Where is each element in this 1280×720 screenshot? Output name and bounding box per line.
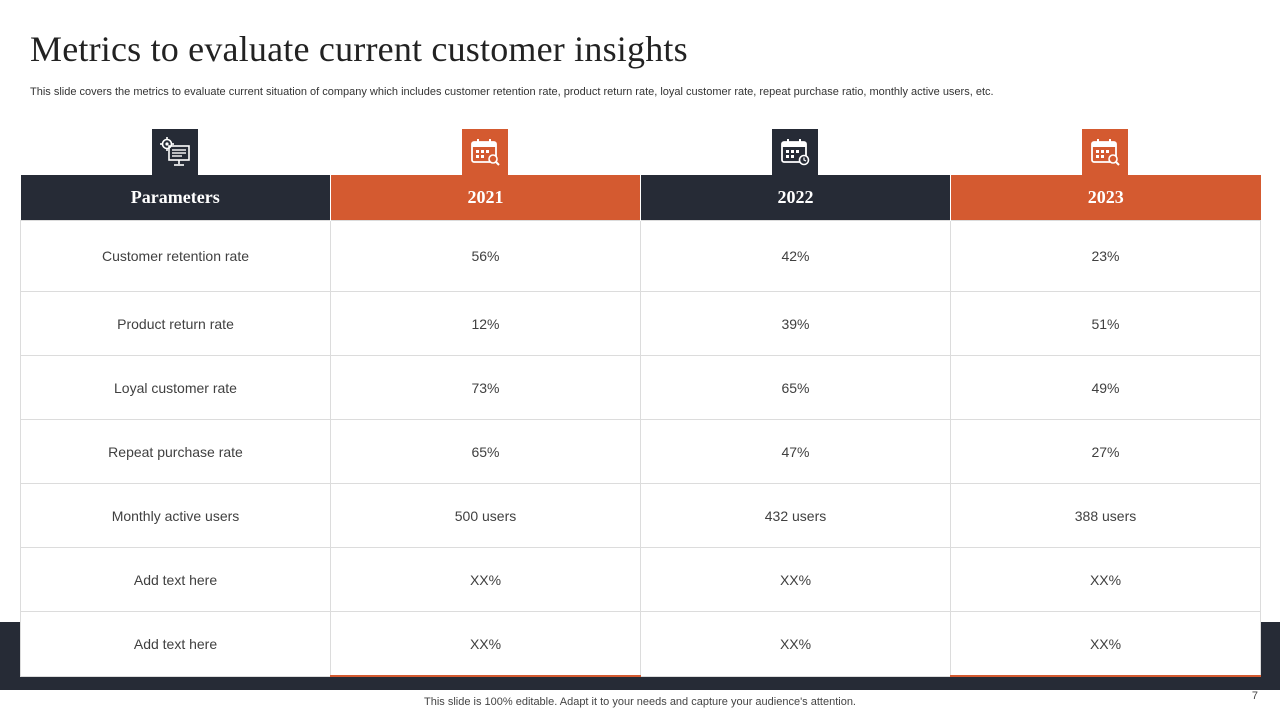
value-cell-2022: XX%: [640, 611, 951, 677]
value-cell-2023: 23%: [950, 220, 1261, 292]
value-cell-2023: XX%: [950, 611, 1261, 677]
value-cell-2022: 432 users: [640, 483, 951, 548]
parameter-cell: Repeat purchase rate: [20, 419, 331, 484]
value-cell-2023: 27%: [950, 419, 1261, 484]
value-cell-2022: 42%: [640, 220, 951, 292]
value-cell-2021: 56%: [330, 220, 641, 292]
page-title: Metrics to evaluate current customer ins…: [30, 29, 688, 69]
calendar-search-icon: [1082, 129, 1128, 175]
page-subtitle: This slide covers the metrics to evaluat…: [30, 86, 994, 98]
value-cell-2023: XX%: [950, 547, 1261, 612]
value-cell-2022: 39%: [640, 291, 951, 356]
table-row: Repeat purchase rate 65% 47% 27%: [20, 419, 1261, 484]
value-cell-2021: 500 users: [330, 483, 641, 548]
header-parameters: Parameters: [20, 175, 331, 221]
monitor-settings-icon: [152, 129, 198, 175]
table-row: Add text here XX% XX% XX%: [20, 547, 1261, 612]
value-cell-2021: XX%: [330, 547, 641, 612]
metrics-table: Parameters 2021 2022 2023 Customer reten…: [20, 175, 1261, 677]
parameter-cell: Customer retention rate: [20, 220, 331, 292]
parameter-cell: Product return rate: [20, 291, 331, 356]
value-cell-2021: 73%: [330, 355, 641, 420]
table-row: Product return rate 12% 39% 51%: [20, 291, 1261, 356]
table-row: Customer retention rate 56% 42% 23%: [20, 220, 1261, 292]
table-header-row: Parameters 2021 2022 2023: [20, 175, 1261, 221]
footer-note: This slide is 100% editable. Adapt it to…: [424, 696, 856, 708]
table-row: Monthly active users 500 users 432 users…: [20, 483, 1261, 548]
value-cell-2021: 12%: [330, 291, 641, 356]
value-cell-2021: XX%: [330, 611, 641, 677]
value-cell-2022: 47%: [640, 419, 951, 484]
calendar-search-icon: [462, 129, 508, 175]
table-row: Add text here XX% XX% XX%: [20, 611, 1261, 677]
value-cell-2023: 49%: [950, 355, 1261, 420]
table-row: Loyal customer rate 73% 65% 49%: [20, 355, 1261, 420]
parameter-cell: Add text here: [20, 547, 331, 612]
parameter-cell: Loyal customer rate: [20, 355, 331, 420]
page-number: 7: [1251, 690, 1258, 702]
calendar-clock-icon: [772, 129, 818, 175]
value-cell-2022: XX%: [640, 547, 951, 612]
value-cell-2023: 388 users: [950, 483, 1261, 548]
parameter-cell: Add text here: [20, 611, 331, 677]
value-cell-2022: 65%: [640, 355, 951, 420]
value-cell-2021: 65%: [330, 419, 641, 484]
header-2023: 2023: [950, 175, 1261, 221]
header-2021: 2021: [330, 175, 641, 221]
value-cell-2023: 51%: [950, 291, 1261, 356]
parameter-cell: Monthly active users: [20, 483, 331, 548]
header-2022: 2022: [640, 175, 951, 221]
